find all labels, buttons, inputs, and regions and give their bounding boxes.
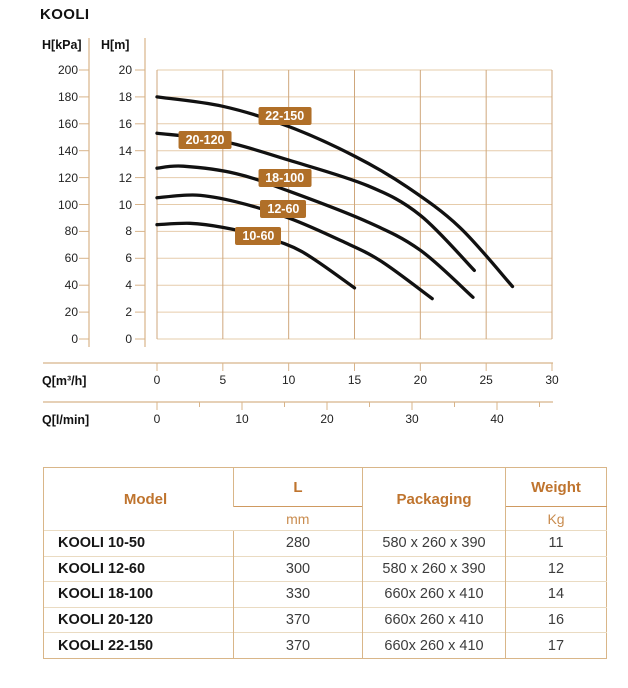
model-cell: KOOLI 18-100	[43, 581, 234, 608]
packaging-cell: 660x 260 x 410	[362, 606, 506, 633]
table-body: KOOLI 10-50 280 580 x 260 x 390 11 KOOLI 12-…	[43, 530, 607, 659]
m-tick-label: 8	[125, 224, 132, 239]
model-cell: KOOLI 22-150	[43, 632, 234, 659]
m-tick-label: 4	[125, 278, 132, 293]
pump-curve-18-100	[155, 164, 475, 299]
pump-curve-22-150	[155, 95, 515, 289]
kpa-tick-label: 20	[64, 305, 78, 320]
kpa-tick-label: 0	[71, 332, 78, 346]
table-row: KOOLI 20-120 370 660x 260 x 410 16	[43, 606, 607, 633]
y-axis-m-title: H[m]	[101, 38, 130, 52]
length-cell: 280	[233, 530, 363, 557]
m-tick-label: 16	[118, 116, 132, 131]
table-row: KOOLI 22-150 370 660x 260 x 410 17	[43, 632, 607, 659]
curve-label-18-100: 18-100	[258, 168, 312, 187]
length-cell: 330	[233, 581, 363, 608]
kpa-tick-label: 120	[57, 170, 78, 185]
length-cell: 370	[233, 632, 363, 659]
lmin-tick-label: 40	[490, 412, 504, 426]
pump-curve-chart: 200 180 160 140 120 100 80 60 40 20 0 20 18 16 14 12 10 8…	[42, 38, 559, 427]
m-tick-label: 6	[125, 251, 132, 266]
kpa-tick-label: 60	[64, 251, 78, 266]
weight-cell: 11	[505, 530, 607, 557]
model-cell: KOOLI 20-120	[43, 606, 234, 633]
spec-table: Model L Packaging Weight mm Kg KOOLI 10-…	[43, 467, 607, 659]
m3h-tick-label: 0	[153, 373, 161, 387]
packaging-cell: 580 x 260 x 390	[362, 555, 506, 582]
kpa-tick-label: 200	[57, 63, 78, 77]
kpa-tick-label: 160	[57, 116, 78, 131]
m3h-tick-label: 15	[347, 373, 362, 387]
x-axis-lmin-title: Q[l/min]	[42, 413, 90, 427]
page-title: KOOLI	[40, 6, 90, 23]
length-cell: 300	[233, 555, 363, 582]
packaging-cell: 580 x 260 x 390	[362, 530, 506, 557]
m3h-tick-label: 30	[545, 373, 559, 387]
packaging-cell: 660x 260 x 410	[362, 632, 506, 659]
model-cell: KOOLI 10-50	[43, 530, 234, 557]
m3h-tick-label: 25	[479, 373, 493, 387]
lmin-tick-label: 0	[153, 412, 161, 426]
curve-label-20-120: 20-120	[178, 130, 232, 149]
weight-cell: 12	[505, 555, 607, 582]
table-header: Model L Packaging Weight mm Kg	[44, 467, 607, 531]
kpa-tick-label: 80	[64, 224, 78, 239]
kpa-tick-label: 180	[57, 89, 78, 104]
weight-cell: 14	[505, 581, 607, 608]
kpa-tick-label: 100	[57, 197, 78, 212]
m-tick-label: 2	[125, 305, 132, 320]
kpa-tick-label: 40	[64, 278, 78, 293]
length-cell: 370	[233, 606, 363, 633]
col-header-weight: Weight	[505, 467, 607, 507]
lmin-tick-label: 10	[235, 412, 249, 426]
unit-label-kg: Kg	[505, 506, 607, 531]
curve-label-12-60: 12-60	[260, 200, 307, 219]
chart-canvas	[43, 38, 553, 410]
unit-label-mm: mm	[233, 506, 363, 531]
model-cell: KOOLI 12-60	[43, 555, 234, 582]
col-header-l: L	[233, 467, 363, 507]
m3h-tick-label: 20	[413, 373, 427, 387]
m-tick-label: 10	[118, 197, 132, 212]
weight-cell: 17	[505, 632, 607, 659]
m-tick-label: 14	[118, 143, 132, 158]
table-row: KOOLI 10-50 280 580 x 260 x 390 11	[43, 530, 607, 557]
packaging-cell: 660x 260 x 410	[362, 581, 506, 608]
curve-label-10-60: 10-60	[235, 226, 282, 245]
kpa-tick-label: 140	[57, 143, 78, 158]
m3h-tick-label: 10	[281, 373, 296, 387]
m-tick-label: 18	[118, 89, 132, 104]
y-axis-kpa-title: H[kPa]	[42, 38, 82, 52]
lmin-tick-label: 30	[405, 412, 419, 426]
lmin-tick-label: 20	[320, 412, 334, 426]
m-tick-label: 0	[125, 332, 132, 346]
weight-cell: 16	[505, 606, 607, 633]
m-tick-label: 12	[118, 170, 132, 185]
m-tick-label: 20	[118, 63, 132, 77]
table-row: KOOLI 12-60 300 580 x 260 x 390 12	[43, 555, 607, 582]
m3h-tick-label: 5	[219, 373, 227, 387]
x-axis-m3h-title: Q[m³/h]	[42, 374, 87, 388]
col-header-packaging: Packaging	[362, 467, 506, 531]
col-header-model: Model	[123, 490, 168, 508]
curve-label-22-150: 22-150	[258, 106, 312, 125]
table-row: KOOLI 18-100 330 660x 260 x 410 14	[43, 581, 607, 608]
